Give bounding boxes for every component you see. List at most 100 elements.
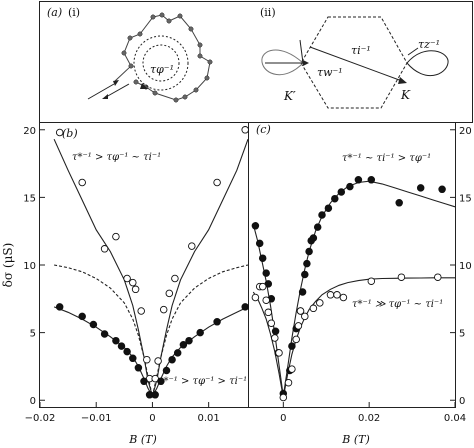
- data-point-open: [188, 242, 196, 250]
- data-point-open: [154, 357, 162, 365]
- impurity-site: [204, 75, 210, 81]
- valley-K-contour: [406, 50, 449, 76]
- tau-i-label: τi⁻¹: [351, 44, 371, 57]
- data-point-filled: [168, 355, 176, 364]
- impurity-site: [207, 59, 213, 65]
- data-point-filled: [298, 288, 307, 296]
- data-point-filled: [324, 204, 333, 212]
- c-bottom-annotation: τ*⁻¹ ≫ τφ⁻¹ ~ τi⁻¹: [352, 299, 443, 310]
- data-point-filled: [157, 377, 165, 386]
- impurity-site: [137, 31, 143, 37]
- data-point-filled: [262, 269, 270, 277]
- data-point-filled: [78, 312, 86, 321]
- impurity-site: [173, 97, 179, 103]
- data-point-open: [55, 128, 64, 137]
- impurity-site: [121, 50, 127, 56]
- impurity-site: [133, 79, 139, 85]
- y-tick-label: 20: [459, 126, 472, 137]
- data-point-filled: [337, 188, 346, 196]
- panel-b-label: (b): [62, 127, 78, 140]
- y-tick-label: 15: [23, 193, 36, 204]
- data-point-open: [296, 307, 305, 315]
- data-point-filled: [123, 347, 131, 356]
- impurity-site: [193, 87, 199, 93]
- data-point-filled: [134, 364, 143, 372]
- data-point-filled: [301, 270, 309, 279]
- impurity-site: [128, 63, 134, 69]
- data-point-filled: [288, 342, 296, 350]
- data-point-open: [275, 349, 283, 357]
- data-point-filled: [271, 327, 280, 336]
- x-tick-label: 0.04: [444, 413, 466, 424]
- impurity-site: [127, 35, 133, 41]
- plot-b: −0.02 −0.01 0 0.01 0 5 10 15 20: [23, 126, 249, 424]
- fit-curve: [53, 138, 249, 399]
- data-point-open: [434, 273, 442, 281]
- data-point-open: [309, 304, 318, 313]
- data-point-filled: [196, 328, 204, 337]
- y-tick-label: 20: [23, 126, 36, 137]
- data-point-open: [131, 285, 140, 294]
- y-tick-label: 15: [459, 193, 472, 204]
- data-point-filled: [173, 349, 182, 357]
- data-point-filled: [151, 391, 159, 399]
- data-point-open: [294, 322, 303, 330]
- intervalley-arrowhead: [398, 77, 407, 84]
- data-point-filled: [305, 247, 313, 256]
- data-point-open: [258, 282, 267, 291]
- data-point-open: [129, 278, 137, 287]
- data-point-filled: [129, 354, 137, 363]
- data-point-open: [171, 274, 179, 283]
- incoming-arrowhead: [113, 80, 119, 86]
- data-point-open: [316, 299, 324, 307]
- tau-phi-label: τφ⁻¹: [150, 63, 174, 76]
- plot-c: 0 0.02 0.04 0 5 10 15 20: [251, 126, 472, 424]
- data-point-open: [251, 293, 260, 302]
- x-axis-label-b: B (T): [128, 433, 157, 446]
- data-point-open: [143, 355, 151, 364]
- data-point-filled: [185, 336, 193, 345]
- data-point-filled: [140, 377, 148, 386]
- data-point-filled: [251, 222, 260, 230]
- data-point-filled: [258, 254, 267, 262]
- y-axis-label: δσ (μS): [1, 243, 15, 288]
- data-point-open: [397, 273, 406, 281]
- panel-c-frame: [248, 122, 456, 408]
- panel-a-i-label: (i): [68, 6, 80, 19]
- data-point-open: [284, 378, 293, 387]
- impurity-site: [150, 14, 156, 20]
- x-tick-label: 0: [149, 413, 155, 424]
- impurity-site: [152, 90, 158, 96]
- data-point-filled: [112, 336, 120, 345]
- panel-a-label: (a): [47, 6, 62, 19]
- y-tick-label: 0: [459, 396, 465, 407]
- data-point-open: [241, 126, 249, 134]
- data-point-filled: [395, 199, 403, 207]
- data-point-filled: [318, 211, 326, 219]
- data-point-filled: [438, 185, 446, 194]
- y-tick-label: 5: [30, 329, 36, 340]
- data-point-filled: [241, 303, 249, 311]
- data-point-filled: [303, 259, 311, 268]
- warping-arrow-line: [299, 39, 304, 64]
- data-point-open: [292, 335, 300, 344]
- incoming-arrow: [87, 83, 115, 100]
- dephasing-loop-inner: [142, 44, 180, 82]
- data-point-filled: [331, 194, 339, 203]
- data-point-filled: [162, 366, 171, 375]
- impurity-site: [197, 53, 203, 59]
- brillouin-hexagon: [300, 16, 408, 109]
- data-point-open: [279, 393, 288, 402]
- impurity-site: [197, 42, 203, 48]
- trigonal-arrow-line: [407, 47, 419, 56]
- data-point-open: [123, 274, 131, 283]
- data-point-filled: [100, 330, 109, 338]
- valley-K-prime-contour: [261, 49, 304, 75]
- data-point-open: [267, 319, 276, 327]
- data-point-filled: [89, 320, 98, 329]
- data-point-open: [326, 291, 335, 299]
- fit-curve: [252, 180, 456, 397]
- panel-a-ii-label: (ii): [260, 6, 276, 19]
- data-point-open: [367, 277, 376, 285]
